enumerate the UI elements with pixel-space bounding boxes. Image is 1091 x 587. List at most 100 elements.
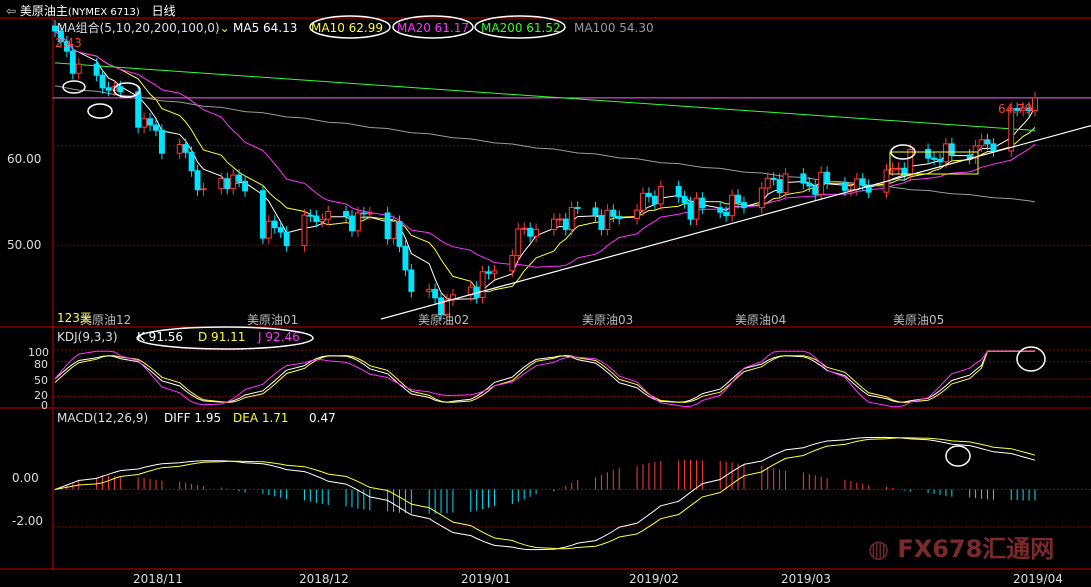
candle-body <box>729 194 736 217</box>
candle-body <box>806 182 813 187</box>
kdj-j-line <box>54 350 1035 408</box>
watermark-text: FX678汇通网 <box>897 535 1055 563</box>
candle-body <box>384 212 391 240</box>
macd-dea-value: DEA 1.71 <box>233 411 289 425</box>
candle-body <box>93 63 100 76</box>
ma20-line <box>54 30 1036 268</box>
x-tick: 2019/01 <box>461 572 511 586</box>
y-tick-60: 60.00 <box>7 152 42 166</box>
candle-body <box>550 218 557 231</box>
candle-body <box>408 269 415 292</box>
chevron-down-icon[interactable]: ⌄ <box>219 21 230 35</box>
instrument-title: 美原油主 <box>19 4 68 18</box>
candle-body <box>675 186 682 198</box>
annotation-circle <box>392 15 474 39</box>
candle-body <box>841 182 848 191</box>
candle-body <box>907 148 914 176</box>
candle-body <box>259 190 266 239</box>
candle-body <box>948 143 955 156</box>
candle-body <box>194 170 201 191</box>
macd-hist-value: 0.47 <box>309 411 336 425</box>
candle-body <box>69 50 76 74</box>
candle-body <box>99 74 106 89</box>
candle-body <box>63 41 70 52</box>
candle-body <box>188 151 195 172</box>
candle-body <box>521 227 528 230</box>
candle-body <box>236 174 243 182</box>
candle-body <box>610 209 617 217</box>
candle-body <box>574 206 581 209</box>
candle-body <box>218 178 225 190</box>
candle-body <box>942 143 949 163</box>
trendline <box>380 125 1091 320</box>
macd-diff-line <box>54 436 1036 551</box>
macd-y-tick-zero: 0.00 <box>12 471 39 485</box>
candle-body <box>818 171 825 195</box>
candle-body <box>1020 107 1027 111</box>
kdj-k-value: K 91.56 <box>137 330 184 344</box>
annotation-circle <box>309 15 391 39</box>
candle-body <box>901 167 908 176</box>
candle-body <box>1032 97 1038 112</box>
macd-diff-value: DIFF 1.95 <box>164 411 222 425</box>
candle-body <box>426 288 433 292</box>
macd-dea-line <box>54 437 1036 550</box>
toolbar: ⇦ 美原油主(NYMEX 6713) 日线 <box>6 4 176 20</box>
candle-body <box>533 229 540 237</box>
candle-body <box>307 214 314 217</box>
period-selector[interactable]: 日线 <box>151 4 176 18</box>
candle-body <box>699 197 706 209</box>
candle-body <box>693 197 700 220</box>
candle-body <box>438 297 445 316</box>
day-count-label: 123天 <box>57 311 92 325</box>
candle-body <box>634 209 641 219</box>
x-tick: 2019/02 <box>629 572 679 586</box>
candle-body <box>984 139 991 145</box>
candle-body <box>277 227 284 233</box>
kdj-y-tick: 100 <box>28 346 49 359</box>
candle-body <box>360 212 367 215</box>
back-arrow-icon[interactable]: ⇦ <box>6 4 17 18</box>
candle-body <box>604 209 611 230</box>
kdj-legend-prefix: KDJ(9,3,3) <box>57 330 118 344</box>
candle-body <box>741 202 747 209</box>
candle-body <box>657 186 664 205</box>
annotation-circle <box>87 103 113 119</box>
high-price-label: 2.43 <box>55 36 82 50</box>
candle-body <box>153 124 159 131</box>
ma100-value: MA100 54.30 <box>574 21 654 35</box>
kdj-d-value: D 91.11 <box>198 330 246 344</box>
candle-body <box>265 220 272 239</box>
contract-label: 美原油12 <box>80 313 132 327</box>
candle-body <box>396 221 403 247</box>
candle-body <box>343 211 349 217</box>
candle-body <box>479 271 486 299</box>
kdj-y-tick: 50 <box>34 374 48 387</box>
candle-body <box>990 143 997 152</box>
macd-legend-prefix: MACD(12,26,9) <box>57 411 149 425</box>
candle-body <box>432 288 439 299</box>
candle-body <box>283 231 290 247</box>
candle-body <box>681 196 688 204</box>
candle-body <box>390 221 397 240</box>
candle-body <box>687 202 694 220</box>
candle-body <box>176 144 183 154</box>
candle-body <box>135 91 142 128</box>
candle-body <box>592 207 599 217</box>
candle-body <box>491 270 498 274</box>
candle-body <box>562 218 569 230</box>
candle-body <box>230 174 237 190</box>
candle-body <box>568 206 575 230</box>
candle-body <box>52 25 58 32</box>
kdj-y-tick: 20 <box>34 389 48 402</box>
candle-body <box>354 212 361 232</box>
candle-body <box>978 139 985 147</box>
candle-body <box>485 271 492 274</box>
annotation-circle <box>136 326 314 350</box>
annotation-circle <box>113 82 141 98</box>
candle-body <box>895 167 902 170</box>
candle-body <box>325 211 332 220</box>
candle-body <box>776 179 783 193</box>
kdj-y-tick: 0 <box>41 399 48 412</box>
